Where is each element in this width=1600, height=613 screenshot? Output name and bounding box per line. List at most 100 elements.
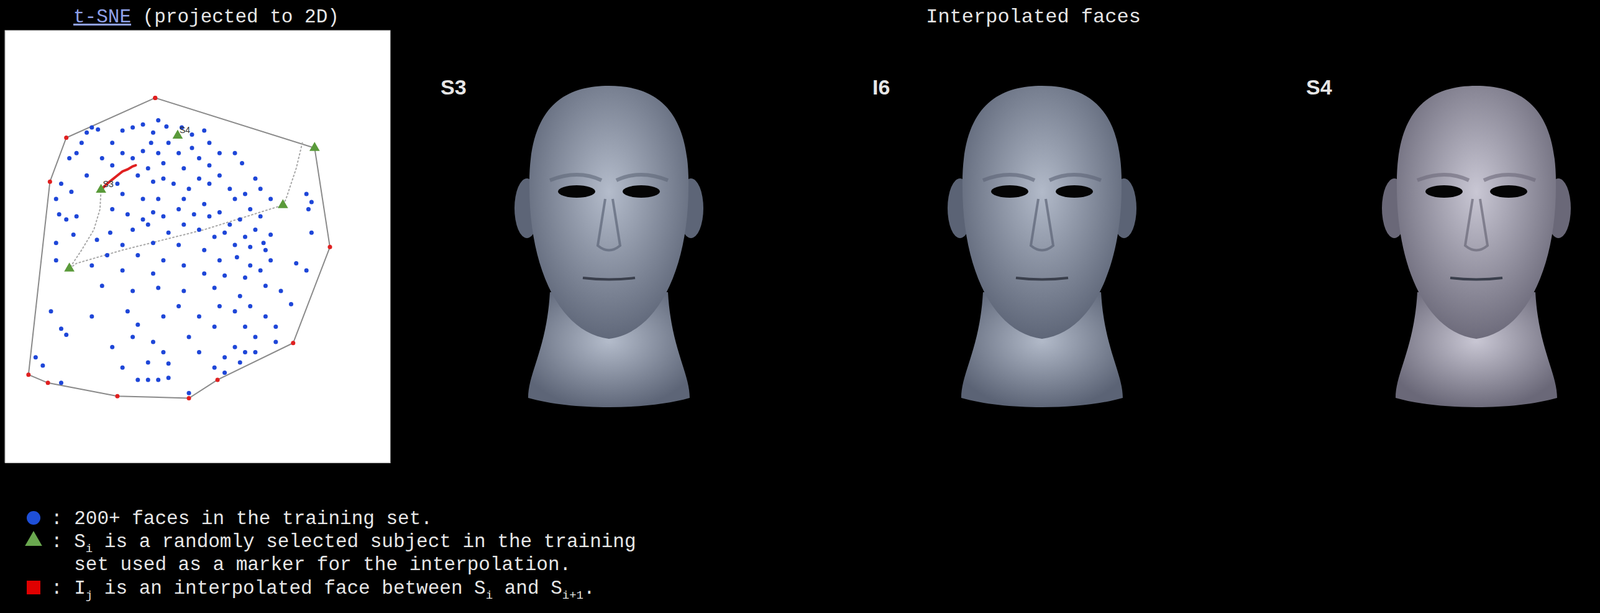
scatter-point (233, 308, 238, 314)
scatter-point (130, 334, 135, 339)
scatter-point (304, 268, 309, 273)
scatter-point (171, 181, 176, 186)
eye (1055, 185, 1093, 198)
scatter-point (120, 191, 125, 196)
scatter-point (247, 244, 253, 250)
scatter-point (150, 240, 156, 245)
point-labels: S3 S4 (103, 124, 191, 189)
vertex-marker (45, 380, 51, 385)
scatter-point (64, 262, 75, 271)
brow (1417, 174, 1536, 181)
face-label: I6 (872, 75, 890, 99)
scatter-point (277, 198, 289, 208)
scatter-point (54, 240, 59, 245)
scatter-point (84, 173, 89, 178)
scatter-point (155, 196, 161, 202)
scatter-point (212, 234, 217, 239)
scatter-point (217, 303, 222, 309)
scatter-point (189, 132, 194, 137)
scatter-point (146, 165, 151, 171)
scatter-point (125, 211, 130, 217)
legend-text: set used as a marker for the interpolati… (73, 553, 572, 576)
scatter-point (120, 268, 125, 273)
legend-run: is an interpolated face between S (92, 577, 486, 599)
scatter-point (149, 140, 154, 145)
scatter-point (146, 359, 151, 365)
scatter-point (227, 186, 232, 191)
legend-symbol (26, 580, 41, 595)
legend-run: : S (50, 530, 86, 553)
scatter-point (268, 257, 273, 263)
scatter-point (189, 145, 194, 150)
x-axis (5, 462, 391, 463)
face-render (1381, 85, 1571, 407)
scatter-point (141, 122, 146, 127)
scatter-point (261, 240, 266, 245)
scatter-point (105, 252, 110, 258)
scatter-point (233, 242, 238, 248)
eye (622, 185, 660, 198)
vertex-marker (187, 395, 192, 401)
scatter-point (242, 275, 248, 280)
scatter-point (130, 227, 135, 232)
scatter-point (247, 303, 253, 309)
scatter-point (242, 234, 248, 239)
scatter-point (150, 130, 156, 135)
brow (982, 174, 1102, 181)
scatter-point (273, 324, 278, 329)
legend-text: : Si is a randomly selected subject in t… (50, 530, 637, 556)
scatter-point (109, 140, 115, 145)
scatter-point (222, 370, 227, 375)
scatter-point (160, 314, 166, 319)
scatter-point (252, 334, 258, 339)
scatter-point (135, 173, 140, 178)
background (0, 0, 1600, 613)
scatter-point (150, 339, 156, 345)
legend-run: i+1 (562, 588, 584, 603)
scatter-point (120, 150, 125, 156)
eye (1425, 185, 1463, 198)
scatter-point (222, 273, 227, 278)
plot-frame (4, 30, 391, 463)
vertex-marker (152, 95, 158, 101)
face-label: S4 (1306, 75, 1333, 99)
title-link[interactable]: t-SNE (73, 6, 132, 28)
scatter-point (141, 196, 146, 202)
scatter-point (237, 293, 243, 299)
scatter-point (233, 344, 238, 350)
face-render (947, 85, 1137, 407)
point-label: S4 (179, 124, 191, 135)
scatter-point (242, 324, 248, 329)
scatter-point (176, 242, 181, 248)
legend-run: i (485, 588, 493, 603)
mouth (1450, 277, 1503, 280)
scatter-point (150, 271, 156, 276)
legend-run: : I (50, 577, 86, 599)
vertex-marker (215, 377, 220, 382)
title-text: (projected to 2D) (131, 6, 340, 28)
scatter-point (309, 230, 314, 235)
scatter-point (309, 141, 320, 151)
scatter-point (135, 377, 140, 382)
series-line (69, 142, 303, 269)
eye (557, 185, 596, 198)
scatter-point (155, 118, 161, 123)
scatter-point (89, 262, 94, 268)
scatter-point (247, 262, 253, 268)
scatter-point (304, 191, 309, 196)
legend-symbol (26, 510, 41, 525)
vertex-marker (290, 340, 296, 345)
scatter-point (155, 377, 161, 382)
scatter-point (234, 254, 240, 260)
scatter-point (293, 260, 299, 266)
scatter-point (89, 314, 94, 319)
scatter-point (212, 324, 217, 329)
scatter-point (233, 196, 238, 202)
scatter-point (166, 140, 171, 145)
scatter-point (166, 230, 171, 235)
scatter-point (268, 232, 273, 237)
scatter-point (176, 303, 181, 309)
point-label: S3 (103, 178, 114, 189)
scatter-point (120, 242, 125, 248)
y-axis-line (4, 31, 6, 463)
